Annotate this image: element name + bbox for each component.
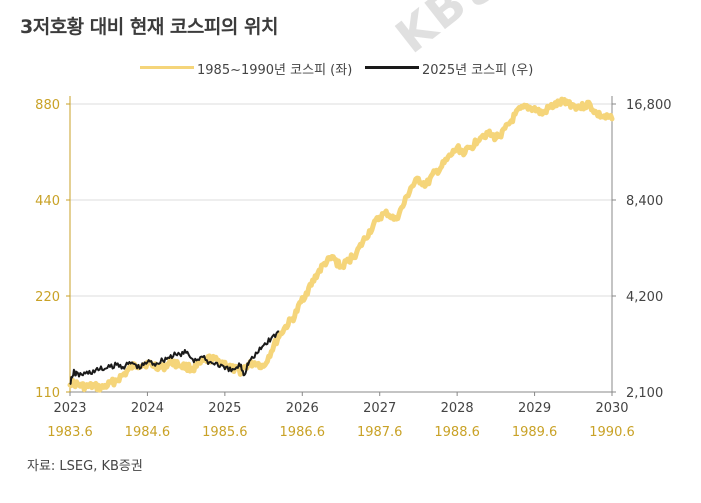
y-right-tick-label: 2,100 <box>626 386 663 401</box>
legend-label-kospi-1985: 1985~1990년 코스피 (좌) <box>197 63 353 78</box>
series-line-kospi-1985 <box>67 96 615 393</box>
x-tick-label-bottom: 1990.6 <box>589 425 635 440</box>
y-left-tick-label: 440 <box>35 194 60 209</box>
legend-label-kospi-2025: 2025년 코스피 (우) <box>422 63 534 78</box>
x-tick-label-top: 2030 <box>595 401 628 416</box>
x-tick-label-top: 2029 <box>518 401 551 416</box>
x-tick-label-bottom: 1985.6 <box>202 425 248 440</box>
series-line-kospi-2025 <box>69 330 280 386</box>
y-right-tick-label: 4,200 <box>626 290 663 305</box>
chart-title: 3저호황 대비 현재 코스피의 위치 <box>20 16 278 38</box>
tick-labels: 110 220 440 880 2,100 4,200 8,400 16,800 2023 198… <box>35 98 671 440</box>
y-right-tick-label: 16,800 <box>626 98 672 113</box>
x-tick-label-bottom: 1984.6 <box>125 425 171 440</box>
x-tick-label-bottom: 1986.6 <box>280 425 326 440</box>
source-note: 자료: LSEG, KB증권 <box>27 459 143 474</box>
x-tick-label-top: 2025 <box>208 401 241 416</box>
x-tick-label-bottom: 1988.6 <box>434 425 480 440</box>
series-group <box>67 96 615 393</box>
x-tick-label-bottom: 1987.6 <box>357 425 403 440</box>
y-left-tick-label: 220 <box>35 290 60 305</box>
x-tick-label-top: 2028 <box>441 401 474 416</box>
x-tick-label-top: 2027 <box>363 401 396 416</box>
legend-swatch-kospi-1985 <box>140 66 194 69</box>
axes <box>66 96 616 396</box>
x-tick-label-top: 2024 <box>131 401 164 416</box>
y-left-tick-label: 110 <box>35 386 60 401</box>
x-tick-label-bottom: 1989.6 <box>512 425 558 440</box>
x-tick-label-top: 2026 <box>286 401 319 416</box>
x-tick-label-top: 2023 <box>53 401 86 416</box>
x-tick-label-bottom: 1983.6 <box>47 425 93 440</box>
y-right-tick-label: 8,400 <box>626 194 663 209</box>
legend-swatch-kospi-2025 <box>365 66 419 69</box>
y-left-tick-label: 880 <box>35 98 60 113</box>
